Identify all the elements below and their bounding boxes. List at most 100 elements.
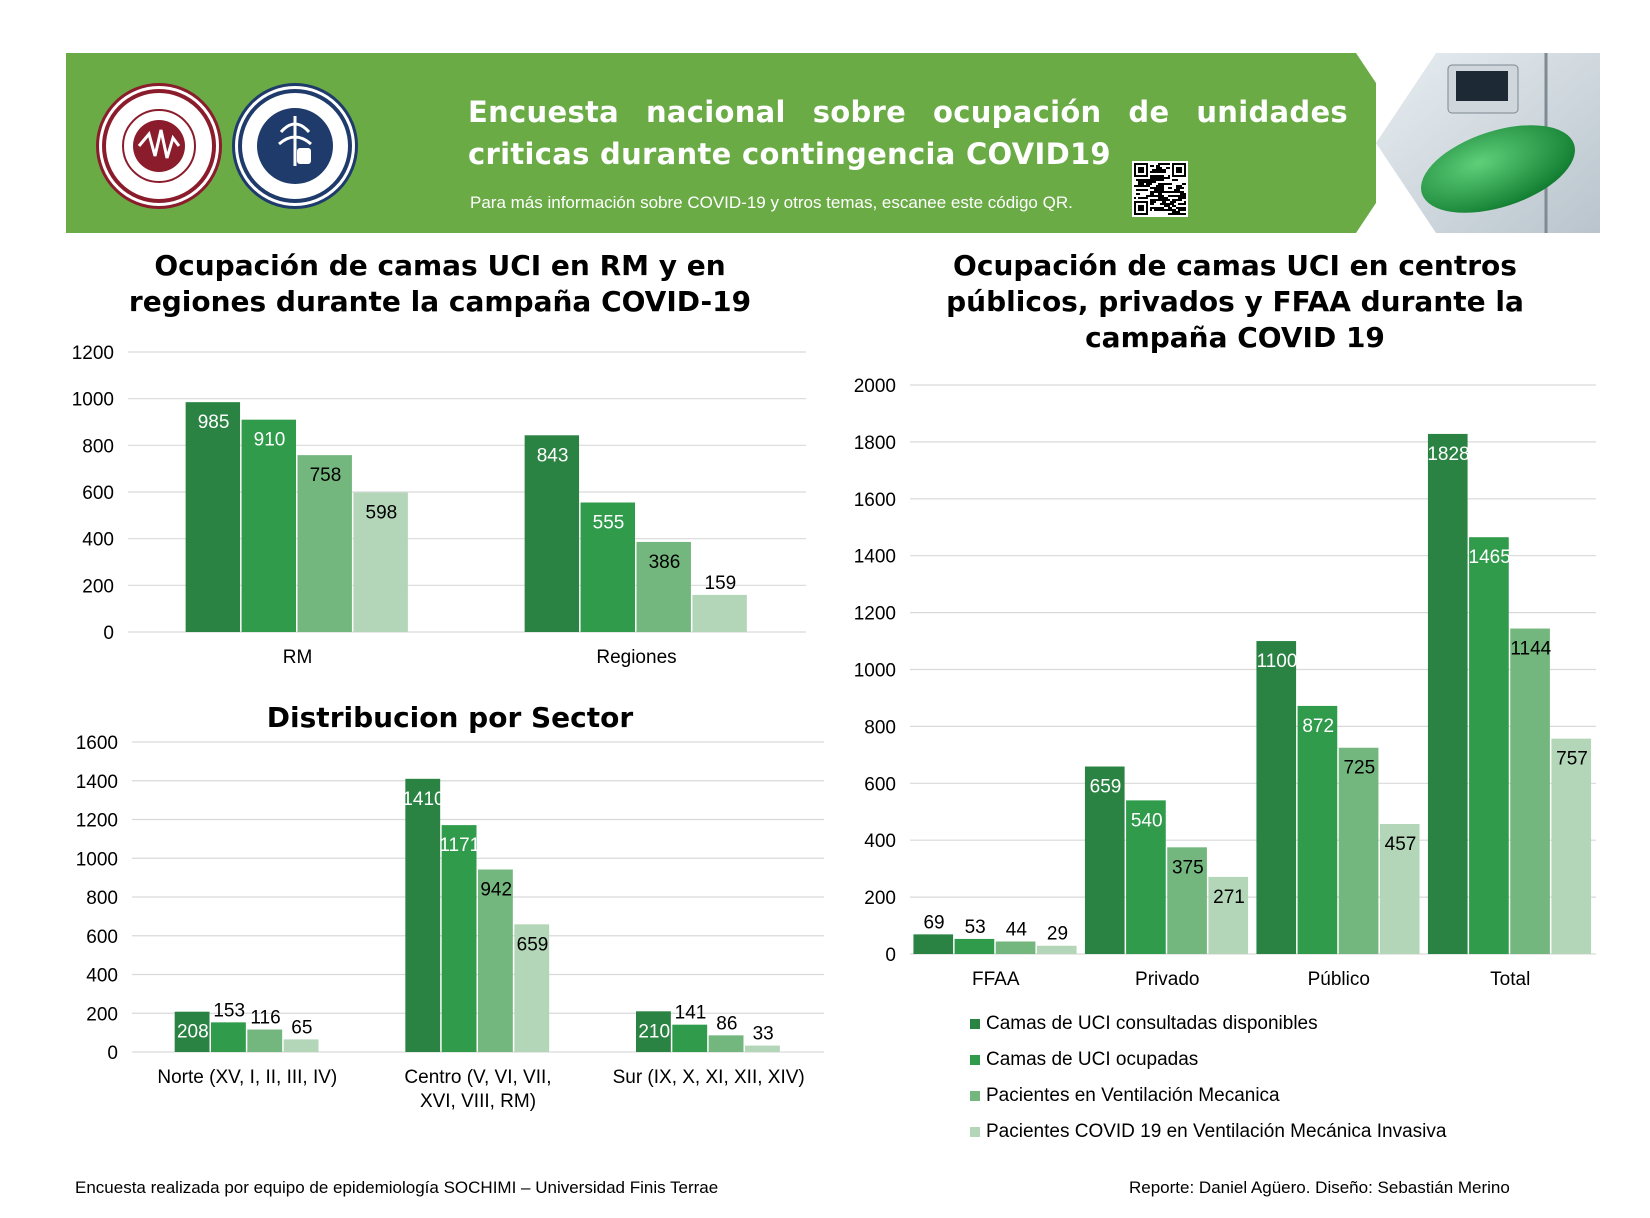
bar [247, 1029, 283, 1052]
chart1-title: Ocupación de camas UCI en RM y en region… [128, 249, 752, 318]
y-tick-label: 400 [864, 831, 896, 852]
bar [174, 1011, 210, 1052]
y-tick-label: 200 [86, 1004, 118, 1025]
legend-swatch [970, 1019, 980, 1029]
bar [283, 1039, 319, 1052]
legend-swatch [970, 1055, 980, 1065]
data-label: 153 [213, 1000, 245, 1021]
data-label: 44 [1006, 919, 1028, 940]
banner-title: Encuesta nacional sobre ocupación de uni… [468, 95, 1348, 171]
bar [1297, 705, 1338, 954]
x-tick-label: Público [1308, 969, 1370, 990]
data-label: 86 [716, 1013, 737, 1034]
y-tick-label: 0 [885, 945, 896, 966]
y-tick-label: 1200 [72, 343, 114, 364]
bar [692, 594, 747, 632]
data-label: 910 [254, 430, 286, 451]
data-label: 843 [537, 445, 569, 466]
data-label: 725 [1343, 758, 1375, 779]
ventilator-photo [1376, 53, 1600, 233]
y-tick-label: 2000 [854, 376, 896, 397]
bar [913, 934, 954, 954]
bar [744, 1045, 780, 1052]
data-label: 1410 [402, 789, 444, 810]
bar [1036, 945, 1077, 954]
bar [954, 938, 995, 954]
data-label: 65 [291, 1017, 312, 1038]
data-label: 659 [1090, 777, 1122, 798]
data-label: 29 [1047, 924, 1068, 945]
data-label: 540 [1131, 810, 1163, 831]
x-tick-label: RM [283, 647, 313, 668]
y-tick-label: 800 [86, 888, 118, 909]
data-label: 1171 [439, 835, 480, 856]
data-label: 208 [177, 1022, 209, 1043]
data-label: 1100 [1257, 651, 1298, 672]
bar [1338, 747, 1379, 954]
bar [1256, 641, 1297, 954]
data-label: 33 [753, 1024, 774, 1045]
legend-label: Pacientes COVID 19 en Ventilación Mecáni… [986, 1121, 1447, 1142]
chart2-title: Distribucion por Sector [266, 701, 634, 734]
y-tick-label: 800 [82, 436, 114, 457]
bar [1167, 847, 1207, 954]
bar [405, 778, 441, 1052]
y-tick-label: 1000 [72, 390, 114, 411]
legend-swatch [970, 1091, 980, 1101]
data-label: 1465 [1469, 547, 1511, 568]
y-tick-label: 0 [107, 1043, 118, 1064]
sochimi-logo [96, 83, 222, 209]
chart-rm-regiones: 0 200 400 600 800 1000 1200 985 910 758 598 RM 843 55… [72, 343, 806, 668]
y-tick-label: 1600 [76, 733, 118, 754]
bar [1510, 628, 1550, 954]
legend-swatch [970, 1127, 980, 1137]
data-label: 757 [1556, 749, 1588, 770]
data-label: 1828 [1427, 444, 1469, 465]
y-tick-label: 600 [864, 774, 896, 795]
data-label: 53 [965, 917, 986, 938]
data-label: 210 [638, 1021, 670, 1042]
chart3-title: Ocupación de camas UCI en centros públic… [946, 249, 1524, 354]
x-tick-label: Norte (XV, I, II, III, IV) [157, 1067, 337, 1088]
header-banner: Encuesta nacional sobre ocupación de uni… [66, 53, 1416, 233]
data-label: 159 [705, 573, 737, 594]
y-tick-label: 600 [82, 483, 114, 504]
legend-label: Camas de UCI consultadas disponibles [986, 1013, 1318, 1034]
y-tick-label: 1400 [76, 772, 118, 793]
y-tick-label: 200 [82, 576, 114, 597]
x-tick-label: XVI, VIII, RM) [420, 1091, 536, 1112]
y-tick-label: 1800 [854, 433, 896, 454]
bar [1427, 433, 1468, 955]
bar [185, 402, 241, 632]
bar [636, 541, 691, 632]
bar [1084, 766, 1125, 954]
data-label: 555 [593, 513, 625, 534]
x-tick-label: Sur (IX, X, XI, XII, XIV) [613, 1067, 805, 1088]
data-label: 758 [310, 465, 342, 486]
y-tick-label: 1200 [854, 604, 896, 625]
bar [353, 492, 408, 632]
data-label: 141 [675, 1003, 707, 1024]
y-tick-label: 1200 [76, 811, 118, 832]
banner-subtitle: Para más información sobre COVID-19 y ot… [470, 193, 1073, 212]
data-label: 375 [1172, 857, 1204, 878]
qr-code [1132, 161, 1188, 217]
x-tick-label: Privado [1135, 969, 1199, 990]
y-tick-label: 1000 [854, 661, 896, 682]
data-label: 386 [649, 552, 681, 573]
legend-item: Pacientes COVID 19 en Ventilación Mecáni… [970, 1114, 1446, 1150]
legend-item: Camas de UCI consultadas disponibles [970, 1006, 1446, 1042]
y-tick-label: 400 [86, 966, 118, 987]
footer-credits-right: Reporte: Daniel Agüero. Diseño: Sebastiá… [1129, 1178, 1510, 1197]
data-label: 659 [517, 934, 549, 955]
data-label: 942 [480, 879, 512, 900]
chart3-legend: Camas de UCI consultadas disponibles Cam… [970, 1006, 1446, 1150]
legend-label: Camas de UCI ocupadas [986, 1049, 1199, 1070]
bar [1551, 738, 1592, 954]
data-label: 116 [250, 1008, 280, 1029]
legend-item: Pacientes en Ventilación Mecanica [970, 1078, 1446, 1114]
finis-terrae-logo [232, 83, 358, 209]
y-tick-label: 1400 [854, 547, 896, 568]
bar [1126, 800, 1166, 954]
